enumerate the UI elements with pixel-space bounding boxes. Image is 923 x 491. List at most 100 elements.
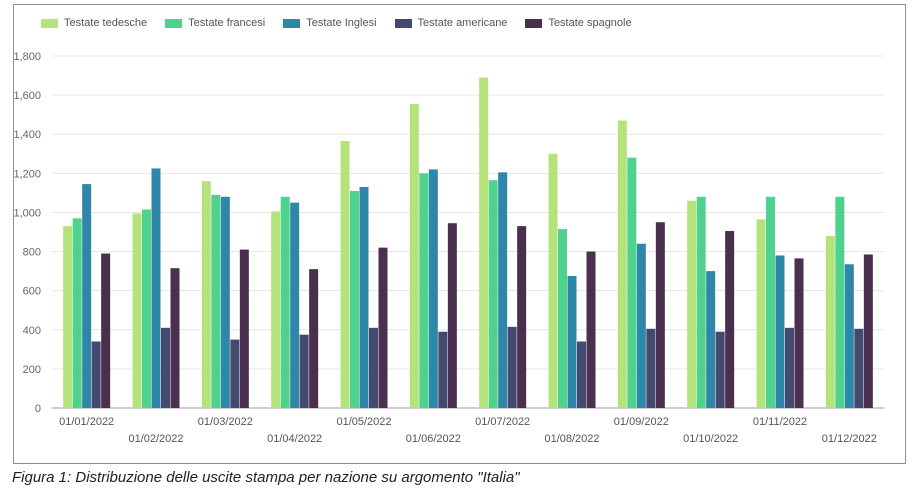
bar — [290, 202, 300, 408]
bar — [766, 196, 775, 408]
x-tick-label: 01/08/2022 — [544, 433, 599, 445]
bar — [369, 327, 378, 408]
bar — [567, 276, 577, 408]
bar — [220, 196, 230, 408]
bar — [863, 254, 873, 408]
legend-item[interactable]: Testate spagnole — [525, 17, 632, 29]
bar — [428, 169, 438, 408]
x-tick-label: 01/11/2022 — [753, 416, 807, 428]
legend-label: Testate Inglesi — [306, 17, 377, 29]
bar — [409, 103, 419, 409]
bar — [498, 172, 508, 408]
legend-swatch — [525, 18, 543, 28]
y-tick-label: 0 — [35, 403, 41, 415]
legend-swatch — [165, 18, 183, 28]
bar — [447, 223, 457, 408]
x-tick-label: 01/03/2022 — [198, 416, 253, 428]
bar — [725, 231, 735, 408]
bar — [825, 235, 835, 408]
legend-item[interactable]: Testate Inglesi — [283, 17, 377, 29]
bar — [577, 341, 586, 408]
y-tick-label: 1,400 — [13, 129, 41, 141]
bar — [479, 77, 489, 408]
bar — [627, 157, 637, 408]
bar — [775, 255, 785, 408]
bar — [63, 226, 73, 408]
legend-label: Testate tedesche — [64, 17, 148, 29]
bar — [271, 211, 281, 408]
bar — [201, 181, 211, 408]
bar — [350, 190, 359, 408]
bar — [854, 328, 864, 408]
y-tick-label: 400 — [23, 325, 41, 337]
bar — [785, 327, 794, 408]
bar — [340, 141, 350, 409]
y-tick-label: 1,200 — [13, 168, 41, 180]
figure-caption: Figura 1: Distribuzione delle uscite sta… — [12, 469, 520, 486]
y-tick-label: 1,000 — [13, 207, 41, 219]
bar — [517, 226, 527, 408]
bar — [558, 229, 567, 408]
bar — [706, 271, 716, 408]
legend-item[interactable]: Testate francesi — [165, 17, 265, 29]
bar — [655, 222, 665, 408]
y-tick-label: 1,600 — [13, 90, 41, 102]
bar — [378, 247, 388, 408]
bar — [488, 180, 498, 408]
bar — [239, 249, 249, 408]
x-tick-label: 01/06/2022 — [406, 433, 461, 445]
x-tick-label: 01/12/2022 — [822, 433, 877, 445]
bar — [101, 253, 111, 408]
x-tick-label: 01/02/2022 — [128, 433, 183, 445]
bar — [636, 243, 646, 408]
legend-swatch — [283, 18, 301, 28]
legend-label: Testate spagnole — [548, 17, 632, 29]
y-tick-label: 200 — [23, 364, 41, 376]
bar — [230, 339, 240, 408]
bar — [142, 209, 151, 408]
bar — [715, 331, 725, 408]
bar — [617, 120, 627, 409]
y-tick-label: 600 — [23, 286, 41, 298]
y-tick-label: 1,800 — [13, 51, 41, 63]
legend-item[interactable]: Testate americane — [394, 17, 508, 29]
bar — [756, 219, 766, 408]
bar — [72, 218, 82, 408]
legend-item[interactable]: Testate tedesche — [41, 17, 147, 29]
bar — [170, 268, 180, 408]
bar — [161, 327, 170, 408]
bar — [794, 258, 804, 408]
chart-legend: Testate tedesche Testate francesi Testate … — [41, 14, 650, 32]
bar — [844, 264, 854, 408]
bar — [211, 194, 221, 408]
bar — [507, 326, 517, 408]
y-tick-label: 800 — [23, 247, 41, 259]
legend-label: Testate americane — [417, 17, 508, 29]
bar — [151, 168, 161, 408]
bar — [280, 196, 290, 408]
bar — [82, 184, 92, 408]
x-tick-label: 01/05/2022 — [336, 416, 391, 428]
bar — [548, 153, 558, 408]
bar — [438, 331, 448, 408]
legend-swatch — [41, 18, 58, 28]
x-tick-label: 01/01/2022 — [59, 416, 114, 428]
bar — [91, 341, 101, 408]
bar — [419, 173, 429, 408]
bar — [835, 196, 845, 408]
bar — [586, 251, 596, 408]
x-tick-label: 01/10/2022 — [683, 433, 738, 445]
bar — [696, 196, 706, 408]
bar — [299, 334, 309, 408]
x-tick-label: 01/09/2022 — [614, 416, 669, 428]
legend-swatch — [394, 18, 412, 28]
x-tick-label: 01/04/2022 — [267, 433, 322, 445]
bar — [132, 213, 142, 408]
bar — [359, 187, 369, 408]
x-tick-label: 01/07/2022 — [475, 416, 530, 428]
legend-label: Testate francesi — [188, 17, 266, 29]
bar — [309, 269, 319, 408]
bar — [646, 328, 656, 408]
bar — [687, 200, 697, 408]
